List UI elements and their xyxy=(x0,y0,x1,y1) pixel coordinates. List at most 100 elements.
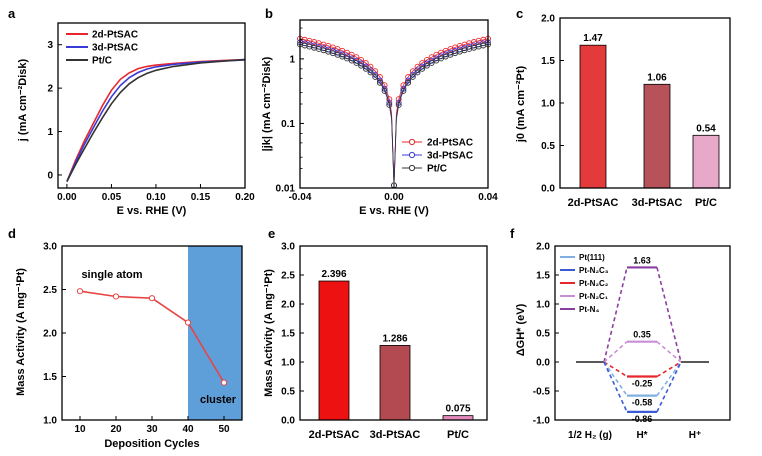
y-tick-label: 1 xyxy=(289,54,295,65)
x-tick-label: 10 xyxy=(74,424,86,435)
y-tick-label: 0.1 xyxy=(281,119,295,130)
legend-label: 2d-PtSAC xyxy=(427,138,473,149)
y-tick-label: 2.0 xyxy=(536,242,550,253)
legend-marker xyxy=(408,138,416,146)
y-tick-label: 0.01 xyxy=(276,184,296,195)
data-point-Pt/C xyxy=(414,69,421,76)
bar-2d-PtSAC xyxy=(318,280,350,421)
panel-f: f 1.63 0.35 -0.25 -0.58 -0.86 -1.0 -0.5 0.0 0.5 1.… xyxy=(510,226,731,441)
y-axis-label: j (mA cm⁻²Disk) xyxy=(17,58,29,142)
connector-Pt-N₂C₁ xyxy=(603,341,682,363)
panel-label: f xyxy=(510,226,515,241)
connector-Pt-N₂C₂ xyxy=(603,361,682,378)
series-line-2d-PtSAC xyxy=(299,38,489,186)
series-line-3d-PtSAC xyxy=(299,41,489,186)
cluster-region xyxy=(188,246,242,420)
x-tick-label: 0.15 xyxy=(191,192,211,203)
y-tick-label: 3 xyxy=(47,40,53,51)
legend-label: Pt-N₄ xyxy=(579,305,599,314)
data-point-Pt/C xyxy=(367,69,374,76)
data-point-Pt/C xyxy=(358,62,365,69)
y-tick-label: 3.0 xyxy=(43,242,57,253)
data-point-Pt/C xyxy=(353,60,360,66)
y-tick-label: 2 xyxy=(47,84,53,95)
x-tick-label: 0.10 xyxy=(146,192,166,203)
bar-Pt/C xyxy=(692,134,720,189)
y-tick-label: 0.0 xyxy=(541,184,555,195)
data-point-Pt/C xyxy=(362,65,369,72)
x-tick-label: 0.05 xyxy=(102,192,122,203)
x-axis-label: E vs. RHE (V) xyxy=(117,205,187,217)
x-tick-label: -0.04 xyxy=(289,192,312,203)
y-tick-label: 1.5 xyxy=(43,372,57,383)
panel-label: a xyxy=(8,6,16,21)
legend-label: 3d-PtSAC xyxy=(427,151,473,162)
panel-d: d 10 20 30 40 50 1.0 1.5 2.0 2.5 3.0 single atom clu… xyxy=(8,226,243,450)
x-tick-label: 30 xyxy=(146,424,158,435)
data-point-Pt/C xyxy=(348,57,355,64)
data-point-Pt/C xyxy=(423,62,430,69)
panel-label: e xyxy=(268,226,275,241)
x-tick-label: 50 xyxy=(218,424,230,435)
x-axis-label: Deposition Cycles xyxy=(104,438,199,450)
x-axis-label: E vs. RHE (V) xyxy=(359,205,429,217)
panel-e: e 2.396 2d-PtSAC 1.286 3d-PtSAC 0.075 Pt/C 0.0 0… xyxy=(263,226,488,441)
legend-label: Pt-N₂C₁ xyxy=(579,292,609,301)
y-tick-label: 2.0 xyxy=(43,329,57,340)
level-value-label: -0.58 xyxy=(632,398,653,408)
y-tick-label: 2.0 xyxy=(541,14,555,25)
data-point xyxy=(76,288,84,295)
data-point-Pt/C xyxy=(395,101,402,108)
panel-label: c xyxy=(516,6,523,21)
x-category-label: H* xyxy=(636,430,647,441)
y-tick-label: 1.0 xyxy=(281,358,295,369)
bar-value-label: 2.396 xyxy=(321,269,346,280)
series-line-2d-PtSAC xyxy=(66,58,246,182)
data-point-Pt/C xyxy=(381,87,388,94)
y-tick-label: -0.5 xyxy=(533,387,551,398)
annotation-cluster: cluster xyxy=(200,394,237,406)
data-point-2d-PtSAC xyxy=(381,82,388,89)
y-axis-label: j0 (mA cm⁻²Pt) xyxy=(515,66,527,144)
legend-label: 2d-PtSAC xyxy=(92,30,138,41)
connector-Pt-N₂C₃ xyxy=(603,361,682,413)
y-tick-label: 0.5 xyxy=(536,329,550,340)
level-value-label: -0.25 xyxy=(632,379,653,389)
plot-frame xyxy=(299,19,489,189)
y-axis-label: Mass Activity (A mg⁻¹Pt) xyxy=(15,268,27,396)
x-tick-label: 20 xyxy=(110,424,122,435)
x-tick-label: 0.20 xyxy=(235,192,255,203)
level-value-label: 1.63 xyxy=(633,255,651,265)
y-axis-label: |jk| (mA cm⁻²Disk) xyxy=(261,56,273,151)
legend-label: Pt-N₂C₂ xyxy=(579,279,609,288)
y-tick-label: 0.5 xyxy=(541,141,555,152)
legend-label: Pt-N₂C₃ xyxy=(579,266,609,275)
level-value-label: 0.35 xyxy=(633,330,651,340)
legend-label: Pt(111) xyxy=(579,253,605,262)
y-tick-label: 1.0 xyxy=(43,416,57,427)
legend-marker xyxy=(408,164,416,172)
data-point-Pt/C xyxy=(405,79,412,86)
y-tick-label: 0.5 xyxy=(281,387,295,398)
legend-label: Pt/C xyxy=(427,164,447,175)
y-tick-label: 2.5 xyxy=(281,271,295,282)
data-point-Pt/C xyxy=(386,101,393,108)
legend-label: Pt/C xyxy=(92,56,112,67)
data-point-Pt/C xyxy=(376,79,383,86)
panel-label: b xyxy=(265,6,273,21)
x-category-label: H⁺ xyxy=(689,430,702,441)
data-point-Pt/C xyxy=(400,87,407,94)
x-category-label: 2d-PtSAC xyxy=(309,429,360,441)
x-category-label: 3d-PtSAC xyxy=(632,197,683,209)
series-line-Pt/C xyxy=(66,58,246,182)
data-point xyxy=(148,295,156,302)
bar-value-label: 1.286 xyxy=(382,333,407,344)
data-point xyxy=(112,293,120,300)
bar-value-label: 1.06 xyxy=(647,72,667,83)
y-tick-label: 1.5 xyxy=(541,56,555,67)
x-category-label: 3d-PtSAC xyxy=(370,429,421,441)
data-point-Pt/C xyxy=(419,65,426,72)
y-tick-label: 0.0 xyxy=(281,416,295,427)
y-tick-label: 2.5 xyxy=(43,285,57,296)
bar-3d-PtSAC xyxy=(379,345,411,421)
